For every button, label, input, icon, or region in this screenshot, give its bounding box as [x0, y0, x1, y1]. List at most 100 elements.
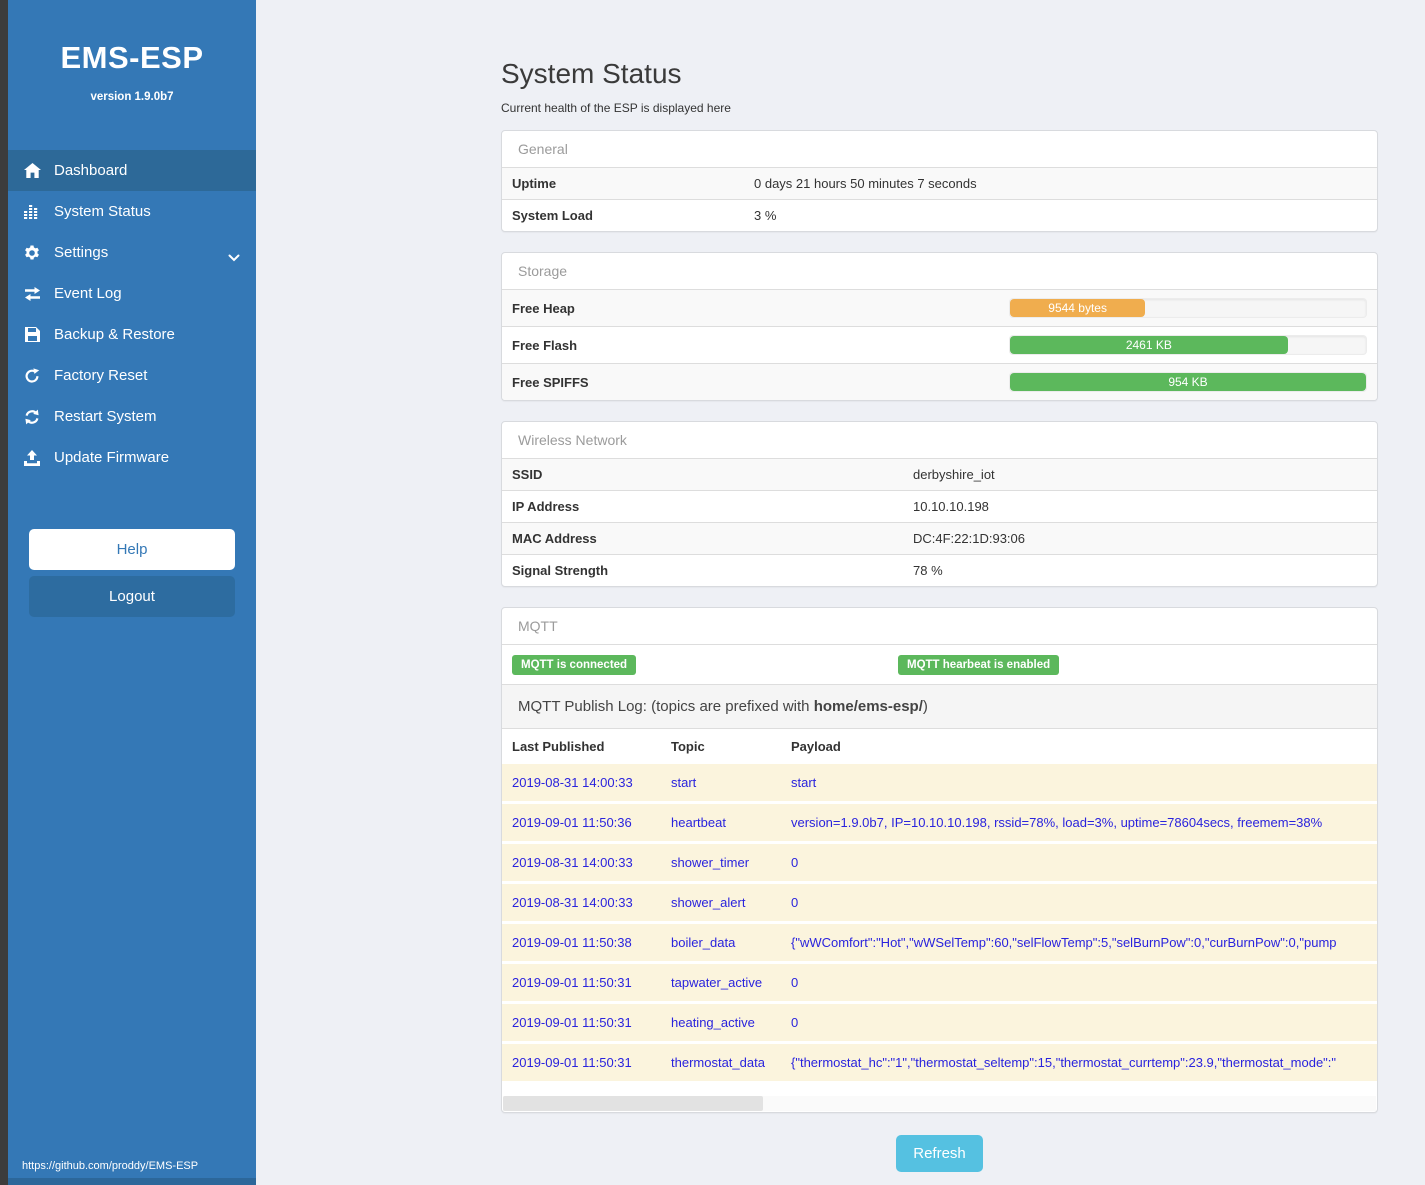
- ssid-value: derbyshire_iot: [913, 467, 995, 482]
- sidebar-item-factory-reset[interactable]: Factory Reset: [8, 355, 256, 396]
- logout-button[interactable]: Logout: [29, 576, 235, 617]
- log-time: 2019-09-01 11:50:31: [512, 1015, 632, 1030]
- ssid-row: SSID derbyshire_iot: [502, 458, 1377, 490]
- help-button[interactable]: Help: [29, 529, 235, 570]
- mqtt-header: MQTT: [518, 618, 558, 634]
- general-card: General Uptime 0 days 21 hours 50 minute…: [501, 130, 1378, 232]
- log-row: 2019-09-01 11:50:31 heating_active 0: [502, 1004, 1377, 1044]
- free-flash-label: Free Flash: [512, 337, 578, 353]
- exchange-icon: [23, 286, 41, 302]
- wireless-header: Wireless Network: [518, 432, 627, 448]
- log-topic: shower_timer: [671, 855, 750, 870]
- log-time: 2019-08-31 14:00:33: [512, 775, 633, 790]
- sidebar-item-backup-restore[interactable]: Backup & Restore: [8, 314, 256, 355]
- signal-row: Signal Strength 78 %: [502, 554, 1377, 586]
- publish-log-prefix: home/ems-esp/: [813, 698, 923, 715]
- log-time: 2019-09-01 11:50:36: [512, 815, 632, 830]
- ip-value: 10.10.10.198: [913, 499, 989, 514]
- mqtt-connected-badge: MQTT is connected: [512, 655, 637, 675]
- free-flash-bar: 2461 KB: [1010, 336, 1288, 354]
- refresh-button[interactable]: Refresh: [896, 1135, 983, 1172]
- system-load-row: System Load 3 %: [502, 199, 1377, 231]
- log-row: 2019-08-31 14:00:33 start start: [502, 764, 1377, 804]
- horizontal-scrollbar[interactable]: [503, 1096, 1376, 1111]
- free-heap-label: Free Heap: [512, 300, 575, 316]
- log-payload: 0: [791, 855, 799, 870]
- log-row: 2019-09-01 11:50:38 boiler_data {"wWComf…: [502, 924, 1377, 964]
- storage-header: Storage: [518, 263, 568, 279]
- publish-log-text: MQTT Publish Log: (topics are prefixed w…: [518, 698, 814, 715]
- log-topic: shower_alert: [671, 895, 746, 910]
- app-brand: EMS-ESP version 1.9.0b7: [8, 0, 256, 103]
- sidebar-item-label: Backup & Restore: [54, 326, 175, 343]
- col-last-published: Last Published: [512, 739, 605, 754]
- sidebar-menu: Dashboard System Status Settings: [8, 150, 256, 478]
- log-topic: heating_active: [671, 1015, 755, 1030]
- col-topic: Topic: [671, 739, 705, 754]
- free-spiffs-bar: 954 KB: [1010, 373, 1366, 391]
- log-time: 2019-08-31 14:00:33: [512, 895, 633, 910]
- refresh-icon: [23, 409, 41, 425]
- sidebar-item-label: Dashboard: [54, 162, 128, 179]
- scrollbar-thumb[interactable]: [503, 1096, 763, 1111]
- signal-label: Signal Strength: [512, 563, 609, 578]
- log-payload: {"thermostat_hc":"1","thermostat_seltemp…: [791, 1055, 1337, 1070]
- publish-log-suffix: ): [922, 698, 928, 715]
- app-title: EMS-ESP: [60, 40, 204, 75]
- sidebar-item-system-status[interactable]: System Status: [8, 191, 256, 232]
- main-content: System Status Current health of the ESP …: [256, 0, 1425, 1185]
- mqtt-publish-log-title: MQTT Publish Log: (topics are prefixed w…: [502, 684, 1377, 728]
- mqtt-card: MQTT MQTT is connected MQTT hearbeat is …: [501, 607, 1378, 1113]
- free-spiffs-row: Free SPIFFS 954 KB: [502, 363, 1377, 400]
- log-time: 2019-09-01 11:50:31: [512, 975, 632, 990]
- sidebar-bottom-strip: [8, 1178, 256, 1185]
- sidebar-item-update-firmware[interactable]: Update Firmware: [8, 437, 256, 478]
- page-subtitle: Current health of the ESP is displayed h…: [501, 101, 731, 115]
- log-topic: start: [671, 775, 697, 790]
- free-heap-bar: 9544 bytes: [1010, 299, 1146, 317]
- wireless-card: Wireless Network SSID derbyshire_iot IP …: [501, 421, 1378, 587]
- log-row: 2019-08-31 14:00:33 shower_alert 0: [502, 884, 1377, 924]
- log-time: 2019-08-31 14:00:33: [512, 855, 633, 870]
- sidebar-item-label: System Status: [54, 203, 151, 220]
- mqtt-heartbeat-badge: MQTT hearbeat is enabled: [898, 655, 1060, 675]
- log-topic: boiler_data: [671, 935, 736, 950]
- log-row: 2019-09-01 11:50:31 tapwater_active 0: [502, 964, 1377, 1004]
- system-load-value: 3 %: [754, 208, 777, 223]
- mqtt-badges-row: MQTT is connected MQTT hearbeat is enabl…: [502, 644, 1377, 684]
- uptime-value: 0 days 21 hours 50 minutes 7 seconds: [754, 176, 977, 191]
- save-icon: [23, 327, 41, 343]
- sidebar-buttons: Help Logout: [8, 529, 256, 617]
- page-title: System Status: [501, 58, 682, 89]
- sidebar-item-event-log[interactable]: Event Log: [8, 273, 256, 314]
- home-icon: [23, 163, 41, 179]
- log-time: 2019-09-01 11:50:31: [512, 1055, 632, 1070]
- log-bottom-spacer: [502, 1084, 1377, 1096]
- ssid-label: SSID: [512, 467, 543, 482]
- storage-card: Storage Free Heap 9544 bytes Free Flash …: [501, 252, 1378, 401]
- log-payload: version=1.9.0b7, IP=10.10.10.198, rssid=…: [791, 815, 1323, 830]
- mac-value: DC:4F:22:1D:93:06: [913, 531, 1026, 546]
- uptime-row: Uptime 0 days 21 hours 50 minutes 7 seco…: [502, 167, 1377, 199]
- log-payload: {"wWComfort":"Hot","wWSelTemp":60,"selFl…: [791, 935, 1337, 950]
- col-payload: Payload: [791, 739, 841, 754]
- log-table-header: Last Published Topic Payload: [502, 728, 1377, 764]
- sidebar-item-restart-system[interactable]: Restart System: [8, 396, 256, 437]
- sidebar-item-dashboard[interactable]: Dashboard: [8, 150, 256, 191]
- free-heap-row: Free Heap 9544 bytes: [502, 289, 1377, 326]
- log-payload: 0: [791, 1015, 799, 1030]
- ip-row: IP Address 10.10.10.198: [502, 490, 1377, 522]
- sidebar-item-label: Event Log: [54, 285, 122, 302]
- github-link[interactable]: https://github.com/proddy/EMS-ESP: [22, 1160, 199, 1172]
- log-payload: 0: [791, 895, 799, 910]
- free-flash-progress: 2461 KB: [1009, 335, 1367, 355]
- sidebar-item-label: Settings: [54, 244, 109, 261]
- gear-icon: [23, 245, 41, 261]
- log-payload: 0: [791, 975, 799, 990]
- log-payload: start: [791, 775, 817, 790]
- sidebar-left-accent: [0, 0, 8, 1185]
- log-topic: heartbeat: [671, 815, 726, 830]
- log-topic: thermostat_data: [671, 1055, 765, 1070]
- sidebar-item-settings[interactable]: Settings: [8, 232, 256, 273]
- upload-icon: [23, 449, 41, 466]
